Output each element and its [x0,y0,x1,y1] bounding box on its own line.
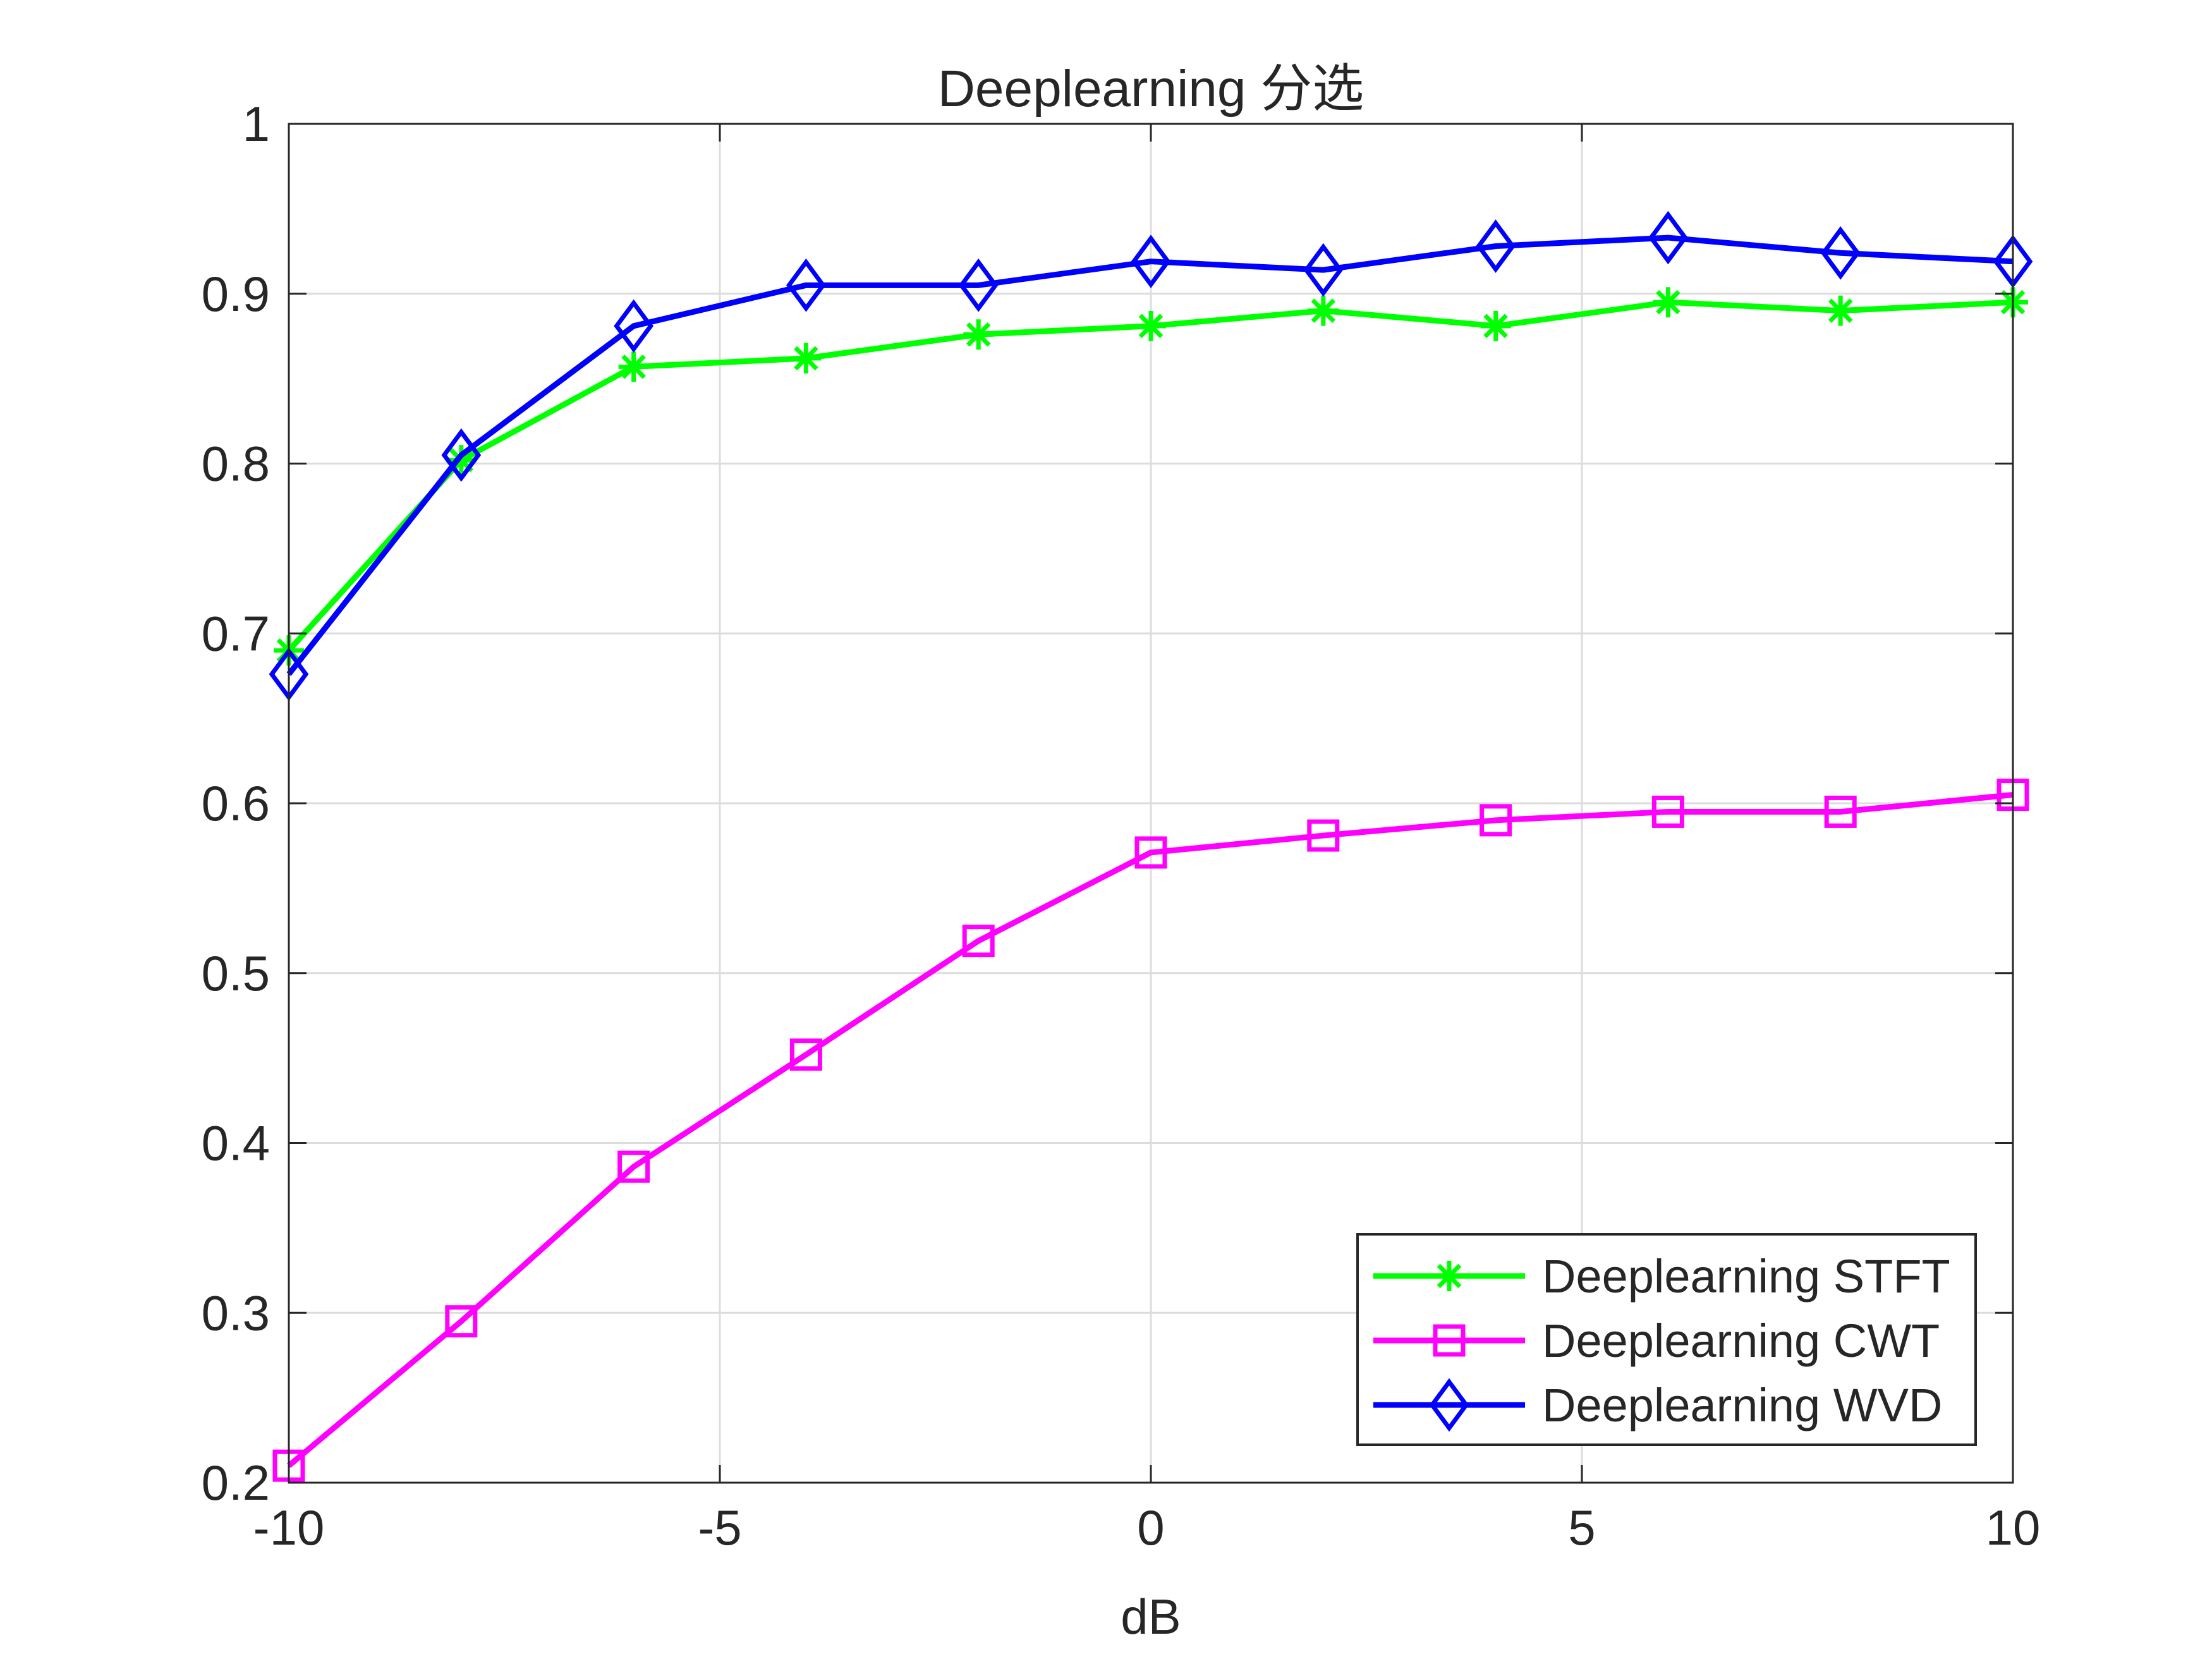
asterisk-stroke [1311,298,1336,323]
data-point-asterisk [963,319,994,350]
y-tick-label: 0.7 [202,605,270,661]
data-point-asterisk [1653,287,1684,318]
x-axis-label: dB [1121,1589,1181,1644]
legend-label: Deeplearning CWT [1542,1315,1940,1367]
series-diamond [269,210,2033,702]
y-tick-label: 0.2 [202,1455,270,1510]
data-point-square [617,1150,650,1183]
x-tick-label: 0 [1137,1500,1164,1555]
y-tick-label: 0.4 [202,1115,270,1171]
asterisk-stroke [1138,313,1164,339]
grid-lines [289,124,2013,1483]
chart-title: Deeplearning 分选 [938,60,1364,118]
data-point-square [1824,795,1857,828]
data-point-diamond [441,428,482,482]
x-tick-label: 5 [1568,1500,1595,1555]
legend-item: Deeplearning WVD [1373,1378,1942,1432]
axis-ticks: -10 -5 0 5 10 0.2 0.3 0.4 0.5 0.6 0.7 0.8 0.9 1 [202,96,2041,1555]
legend-item: Deeplearning CWT [1373,1315,1940,1367]
data-point-square [1134,836,1167,869]
legend: Deeplearning STFT Deeplearning CWT Deeplea… [1356,1233,1977,1446]
asterisk-stroke [1483,313,1508,339]
series-line [286,234,2014,676]
data-point-square [962,925,995,957]
x-tick-label: 10 [1986,1500,2041,1555]
x-tick-label: -5 [698,1500,741,1555]
legend-label: Deeplearning STFT [1542,1250,1950,1303]
y-tick-label: 0.5 [202,945,270,1001]
data-point-diamond [1303,243,1344,297]
y-tick-label: 0.3 [202,1285,270,1340]
data-point-diamond [786,258,826,312]
legend-marker [1434,1261,1464,1291]
y-tick-label: 1 [243,96,270,152]
asterisk-stroke [1828,298,1853,323]
data-point-asterisk [1480,310,1511,341]
legend-item: Deeplearning STFT [1373,1250,1950,1303]
asterisk-stroke [1437,1263,1462,1289]
data-point-square [445,1305,478,1338]
data-point-square [1307,819,1340,852]
asterisk-stroke [621,355,646,379]
data-point-asterisk [791,343,822,374]
data-point-diamond [1131,234,1171,289]
data-point-diamond [614,299,653,353]
legend-marker [1429,1378,1469,1432]
series-line [287,792,2014,1468]
data-point-asterisk [618,351,649,382]
data-point-diamond [1820,226,1861,280]
data-point-asterisk [1308,295,1339,326]
data-point-diamond [1476,219,1516,273]
data-point-square [789,1038,822,1071]
data-point-diamond [958,258,999,312]
x-tick-label: -10 [253,1500,325,1555]
legend-marker [1433,1324,1466,1357]
data-point-asterisk [1825,295,1856,326]
y-tick-label: 0.9 [202,266,270,322]
data-point-asterisk [1136,310,1166,341]
asterisk-stroke [1656,289,1680,315]
data-point-square [1480,804,1512,837]
y-tick-label: 0.6 [202,775,270,831]
legend-label: Deeplearning WVD [1542,1379,1942,1431]
data-point-square [1651,795,1684,828]
y-tick-label: 0.8 [202,436,270,492]
data-point-diamond [1648,210,1688,265]
asterisk-stroke [966,322,991,347]
asterisk-stroke [794,346,818,371]
